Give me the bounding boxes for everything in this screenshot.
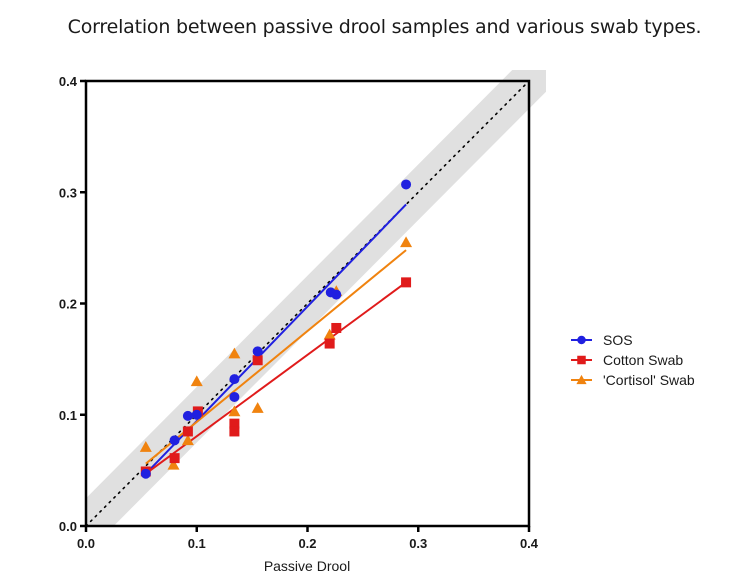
x-tick-label: 0.2 [298, 536, 316, 551]
x-tick-label: 0.4 [520, 536, 539, 551]
data-point-2-3 [190, 375, 203, 387]
y-tick-label: 0.0 [59, 519, 77, 534]
legend-marker-triangle-icon [576, 374, 587, 385]
data-point-2-1 [167, 458, 180, 470]
tick-labels: 0.0 0.1 0.2 0.3 0.4 0.0 0.1 0.2 0.3 0.4 [59, 74, 539, 551]
data-point-2-4 [228, 347, 241, 359]
data-point-0-6 [252, 346, 263, 357]
data-point-0-4 [229, 374, 240, 385]
identity-line [85, 80, 530, 527]
chart-title: Correlation between passive drool sample… [67, 16, 702, 38]
axes [80, 79, 531, 532]
legend-marker-square-icon [577, 355, 586, 365]
legend-label: SOS [603, 332, 633, 348]
legend-marker-circle-icon [577, 335, 586, 345]
data-point-0-3 [191, 409, 202, 420]
x-tick-label: 0.1 [188, 536, 206, 551]
data-point-1-2 [182, 426, 193, 437]
legend-label: Cotton Swab [603, 352, 683, 368]
data-point-2-7 [323, 328, 336, 340]
data-point-2-0 [139, 441, 152, 452]
data-point-1-8 [331, 322, 342, 333]
data-points-layer [139, 179, 413, 479]
y-tick-label: 0.3 [59, 185, 77, 200]
x-tick-label: 0.0 [77, 536, 95, 551]
identity-line-layer [85, 80, 530, 527]
data-point-1-6 [252, 355, 263, 366]
data-point-0-2 [182, 410, 193, 421]
legend-label: 'Cortisol' Swab [603, 372, 695, 388]
data-point-1-1 [169, 453, 180, 464]
data-point-0-5 [229, 391, 240, 402]
data-point-0-8 [331, 289, 342, 300]
x-axis-label: Passive Drool [264, 558, 350, 574]
data-point-0-0 [140, 468, 151, 479]
data-point-2-9 [400, 236, 413, 248]
y-tick-label: 0.2 [59, 297, 77, 312]
y-tick-label: 0.4 [59, 74, 78, 89]
legend: SOS Cotton Swab 'Cortisol' Swab [571, 332, 695, 388]
data-point-2-6 [251, 402, 264, 413]
data-point-0-9 [401, 179, 412, 190]
y-tick-label: 0.1 [59, 408, 77, 423]
data-point-1-4 [229, 418, 240, 429]
data-point-1-9 [401, 277, 412, 288]
data-point-1-7 [324, 338, 335, 349]
data-point-0-1 [169, 435, 180, 446]
x-tick-label: 0.3 [409, 536, 427, 551]
data-point-2-5 [228, 405, 241, 417]
data-point-2-2 [181, 434, 194, 446]
data-point-1-5 [229, 426, 240, 437]
